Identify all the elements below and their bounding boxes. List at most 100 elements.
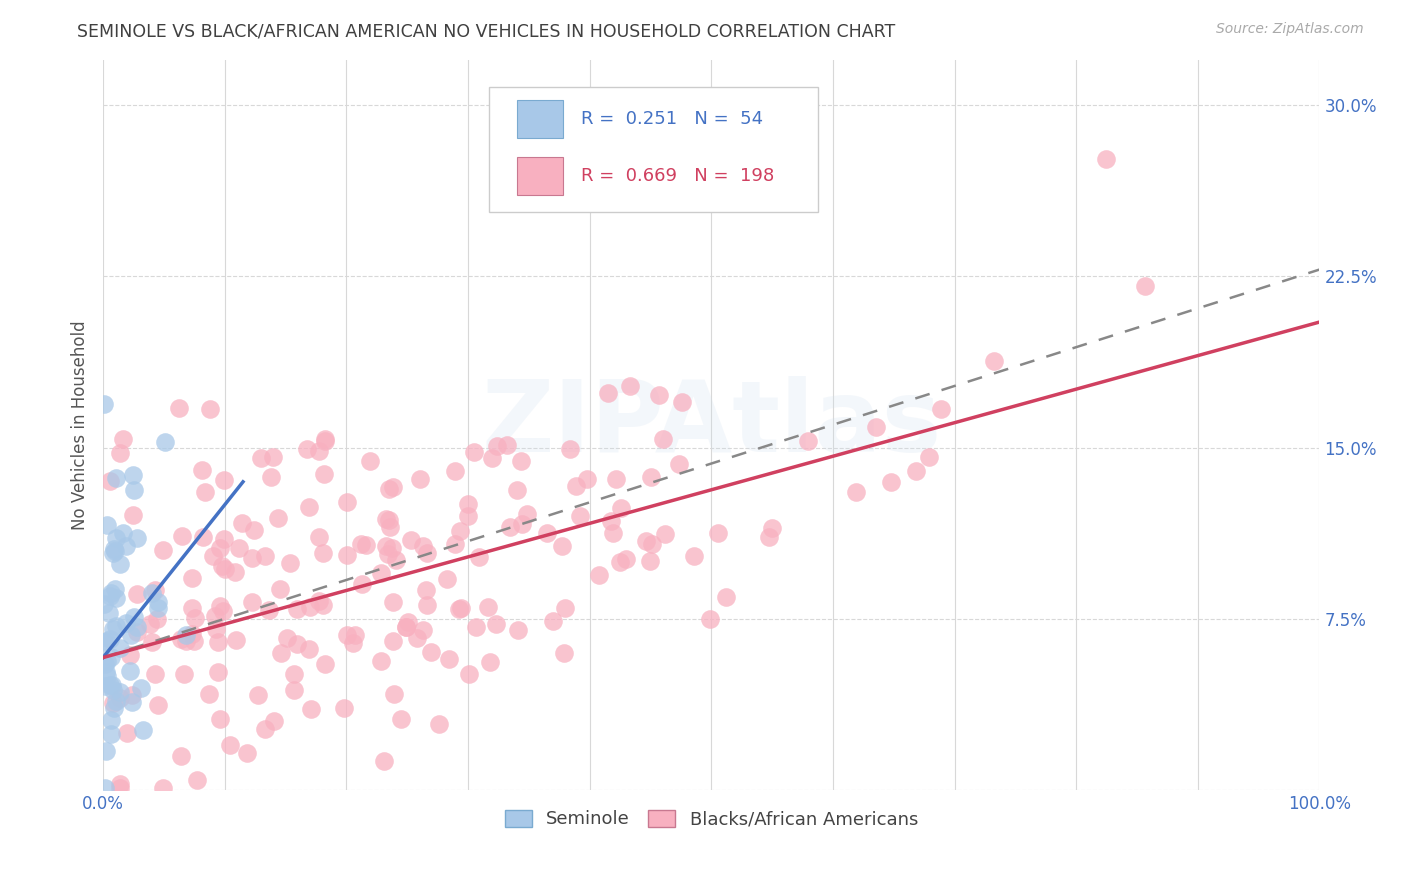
Point [127, 625, 149, 640]
Point [191, 463, 214, 477]
Point [457, 667, 479, 681]
Point [654, 527, 676, 541]
Point [308, 443, 330, 458]
Point [335, 628, 357, 642]
Point [640, 470, 662, 484]
Point [553, 646, 575, 660]
Point [485, 616, 508, 631]
Point [93, 657, 115, 671]
Point [117, 726, 139, 740]
Text: ZIPAtlas: ZIPAtlas [481, 376, 942, 474]
Point [443, 464, 465, 478]
Point [186, 772, 208, 787]
Point [671, 394, 693, 409]
Point [148, 594, 170, 608]
Point [266, 511, 288, 525]
Point [103, 701, 125, 715]
Point [299, 599, 322, 614]
Point [198, 687, 221, 701]
Point [283, 682, 305, 697]
Point [122, 508, 145, 522]
Bar [516, 100, 562, 138]
Point [394, 620, 416, 634]
Point [554, 600, 576, 615]
Point [101, 696, 124, 710]
Point [105, 591, 128, 606]
Point [464, 620, 486, 634]
Point [96, 743, 118, 757]
Point [758, 530, 780, 544]
Point [652, 432, 675, 446]
Point [211, 558, 233, 573]
Point [609, 555, 631, 569]
Point [110, 777, 132, 791]
Point [121, 688, 143, 702]
Point [118, 648, 141, 662]
Point [214, 473, 236, 487]
FancyBboxPatch shape [489, 87, 818, 211]
Point [96, 665, 118, 679]
Point [120, 628, 142, 642]
Point [285, 637, 308, 651]
Point [385, 552, 408, 566]
Point [183, 633, 205, 648]
Point [152, 543, 174, 558]
Point [569, 509, 592, 524]
Point [436, 572, 458, 586]
Point [439, 652, 461, 666]
Bar [516, 157, 562, 194]
Point [516, 507, 538, 521]
Point [714, 590, 737, 604]
Point [412, 539, 434, 553]
Point [253, 549, 276, 563]
Point [648, 388, 671, 402]
Point [285, 602, 308, 616]
Point [208, 599, 231, 613]
Point [111, 525, 134, 540]
Point [314, 657, 336, 671]
Point [457, 508, 479, 523]
Point [312, 467, 335, 482]
Point [602, 525, 624, 540]
Point [399, 533, 422, 547]
Point [94, 634, 117, 648]
Point [153, 435, 176, 450]
Point [342, 636, 364, 650]
Point [121, 695, 143, 709]
Legend: Seminole, Blacks/African Americans: Seminole, Blacks/African Americans [498, 803, 925, 836]
Point [416, 546, 439, 560]
Point [619, 379, 641, 393]
Point [382, 687, 405, 701]
Point [565, 479, 588, 493]
Point [146, 612, 169, 626]
Point [125, 587, 148, 601]
Point [641, 537, 664, 551]
Point [278, 556, 301, 570]
Point [169, 632, 191, 646]
Text: R =  0.251   N =  54: R = 0.251 N = 54 [581, 110, 763, 128]
Point [444, 537, 467, 551]
Point [104, 471, 127, 485]
Point [481, 450, 503, 465]
Point [463, 445, 485, 459]
Point [415, 598, 437, 612]
Text: R =  0.669   N =  198: R = 0.669 N = 198 [581, 167, 775, 185]
Point [614, 552, 637, 566]
Point [506, 483, 529, 498]
Point [129, 681, 152, 695]
Point [380, 541, 402, 555]
Point [382, 595, 405, 609]
Point [247, 688, 270, 702]
Point [312, 599, 335, 613]
Point [350, 536, 373, 550]
Point [207, 665, 229, 679]
Point [181, 601, 204, 615]
Point [457, 497, 479, 511]
Point [558, 442, 581, 456]
Point [605, 472, 627, 486]
Point [101, 683, 124, 698]
Point [683, 549, 706, 563]
Point [108, 780, 131, 795]
Point [170, 748, 193, 763]
Point [308, 530, 330, 544]
